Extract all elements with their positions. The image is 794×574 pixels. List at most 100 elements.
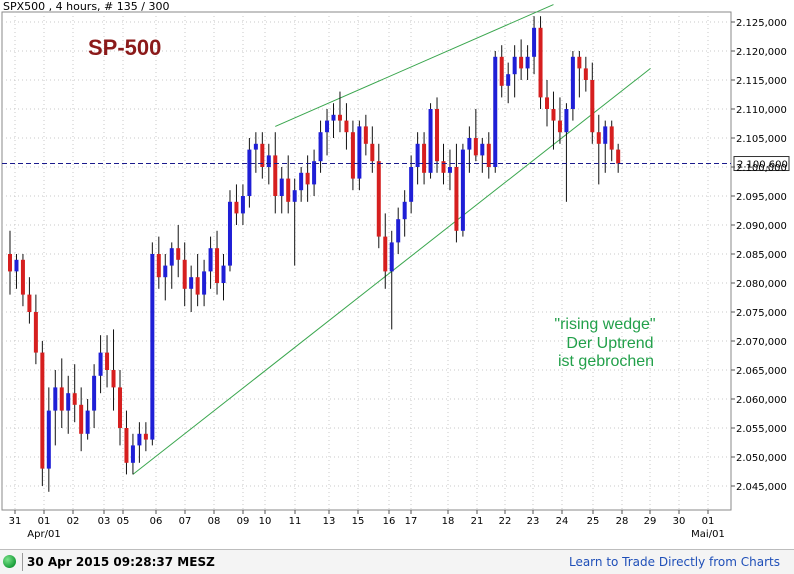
x-tick-label: 29 [644,516,657,527]
x-tick-label: 11 [289,516,302,527]
candle [409,155,414,214]
candle [111,329,116,411]
candle-body [111,370,116,388]
candle-body [305,172,310,185]
candle [609,120,614,162]
candle-body [163,265,168,278]
x-tick-label: 07 [179,516,192,527]
y-tick-label: 2.060,000 [736,395,787,406]
candle [124,410,129,475]
candle-body [182,259,187,289]
candle-body [33,312,38,353]
candle [53,370,58,446]
candle-body [215,248,220,283]
candle-body [570,56,575,109]
candle-body [292,190,297,202]
y-tick-label: 2.065,000 [736,366,787,377]
x-tick-label: 01 [38,516,51,527]
candle [473,109,478,162]
candle [512,45,517,98]
x-tick-label: 28 [616,516,629,527]
candle [570,51,575,121]
candle-body [396,219,401,243]
x-tick-label: 03 [98,516,111,527]
candle [227,190,232,272]
x-tick-label: 15 [352,516,365,527]
candle-body [538,27,543,98]
candle [299,167,304,202]
candle-body [143,433,148,440]
candle-body [266,155,271,167]
candle-body [422,143,427,173]
candle-body [344,120,349,133]
candle [66,375,71,434]
candle [247,138,252,208]
candle-body [435,109,440,162]
candle [454,143,459,243]
candle [532,16,537,75]
candle-body [525,56,530,69]
candle-body [279,178,284,196]
current-price-box [733,156,790,172]
candle [72,364,77,423]
candle [331,103,336,138]
candle [266,143,271,185]
candle [519,39,524,80]
candle [447,149,452,191]
candle [137,422,142,463]
candle [40,341,45,486]
candle-body [428,109,433,173]
candle [8,230,12,295]
candle-body [480,143,485,156]
status-bar: 30 Apr 2015 09:28:37 MESZ Learn to Trade… [0,549,794,574]
candle-body [72,393,77,405]
candle [389,230,394,330]
x-tick-label: 01 [702,516,715,527]
candle [286,155,291,214]
y-tick-label: 2.085,000 [736,250,787,261]
x-tick-secondary-label: Apr/01 [27,529,60,540]
candle [376,143,381,249]
candle [564,103,569,202]
candle-body [357,126,362,179]
x-tick-label: 10 [259,516,272,527]
y-tick-label: 2.115,000 [736,76,787,87]
candle-body [473,138,478,156]
candle [130,433,135,475]
candle [557,97,562,144]
x-tick-label: 13 [323,516,336,527]
candle-body [383,236,388,272]
candle [221,254,226,301]
candle-body [545,97,550,109]
candle-body [609,126,614,150]
pattern-label-line1: "rising wedge" [554,316,655,333]
candle [176,225,181,278]
candle-body [247,149,252,196]
learn-link[interactable]: Learn to Trade Directly from Charts [568,555,780,569]
candle [79,387,84,452]
candle [240,184,245,225]
candle [370,126,375,173]
candle [20,254,25,307]
candle [292,178,297,266]
candle [499,45,504,98]
candle-body [493,56,498,167]
candle-body [376,161,381,237]
candle-body [137,433,142,446]
candle-body [337,114,342,121]
y-tick-label: 2.045,000 [736,482,787,493]
candle-body [350,132,355,179]
candle [189,265,194,312]
candle [92,364,97,428]
candle [363,114,368,156]
candle-body [564,109,569,133]
y-tick-label: 2.105,000 [736,134,787,145]
candle [545,80,550,127]
x-tick-label: 30 [673,516,686,527]
candle-body [325,120,330,133]
candles [8,16,621,492]
candle [33,294,38,365]
candle [583,56,588,92]
candle-body [79,404,84,434]
candle [195,254,200,307]
